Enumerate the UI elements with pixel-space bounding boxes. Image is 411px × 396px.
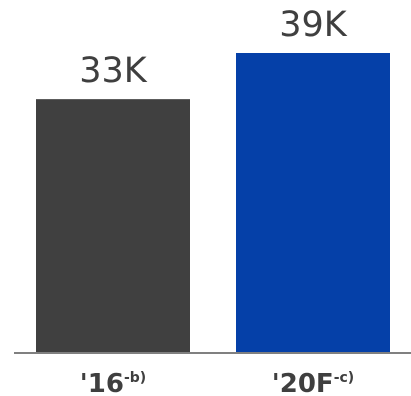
bar-1 [236, 53, 390, 353]
value-label-0: 33K [79, 51, 148, 91]
category-label-0: '16-b) [80, 369, 146, 396]
category-footnote-1: -c) [334, 370, 355, 386]
value-labels-group: 33K 39K [79, 5, 348, 91]
category-text-1: '20F [272, 369, 334, 396]
category-label-1: '20F-c) [272, 369, 354, 396]
bar-0 [36, 99, 190, 354]
category-text-0: '16 [80, 369, 124, 396]
category-labels-group: '16-b) '20F-c) [80, 369, 354, 396]
bars-group [36, 53, 390, 354]
category-footnote-0: -b) [124, 370, 146, 386]
value-label-1: 39K [279, 5, 348, 45]
